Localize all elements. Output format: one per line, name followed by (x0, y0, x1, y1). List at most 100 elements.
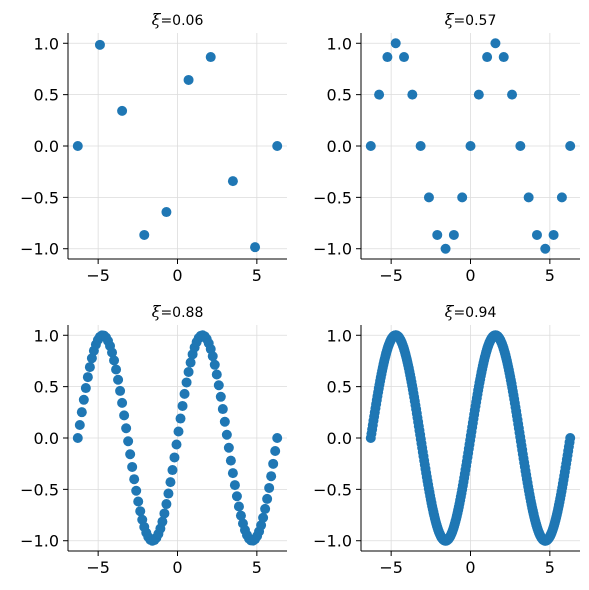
data-point (223, 442, 234, 453)
data-point (209, 359, 220, 370)
data-point (80, 383, 91, 394)
data-point (135, 506, 146, 517)
x-tick-label: 5 (252, 266, 262, 285)
y-tick-label: 0.0 (34, 137, 59, 156)
data-point (183, 366, 194, 377)
data-point (473, 89, 484, 100)
title-value: =0.57 (453, 13, 496, 29)
x-tick-label: 0 (172, 558, 182, 577)
data-point (181, 377, 192, 388)
panel-title: ξ=0.94 (445, 302, 497, 321)
data-point (109, 355, 120, 366)
data-point (129, 474, 140, 485)
data-point (213, 380, 224, 391)
data-point (94, 39, 105, 50)
data-point (262, 493, 273, 504)
y-tick-label: −0.5 (20, 188, 59, 207)
y-tick-label: −0.5 (20, 480, 59, 499)
data-point (205, 52, 216, 63)
data-point (423, 192, 434, 203)
data-point (131, 485, 142, 496)
title-symbol: ξ (445, 302, 455, 321)
data-point (374, 89, 385, 100)
data-point (177, 400, 188, 411)
data-point (482, 52, 493, 63)
scatter-points (365, 38, 576, 254)
data-point (457, 192, 468, 203)
panel-2: −5 0 5 1.0 0.5 0.0 −0.5 −1.0 ξ=0.57 (313, 10, 580, 285)
x-tick-label: −5 (86, 558, 110, 577)
panel-4: −5 0 5 1.0 0.5 0.0 −0.5 −1.0 ξ=0.94 (313, 302, 580, 577)
data-point (256, 520, 267, 531)
panel-title: ξ=0.57 (445, 10, 497, 29)
x-tick-label: −5 (379, 558, 403, 577)
data-point (175, 413, 186, 424)
x-tick-label: 0 (465, 266, 475, 285)
data-point (448, 229, 459, 240)
data-point (121, 423, 132, 434)
data-point (139, 229, 150, 240)
y-tick-label: 0.5 (34, 86, 59, 105)
y-tick-label: −0.5 (313, 188, 352, 207)
data-point (225, 455, 236, 466)
data-point (161, 499, 172, 510)
data-point (235, 510, 246, 521)
data-point (399, 52, 410, 63)
data-point (233, 501, 244, 512)
x-tick-label: 0 (172, 266, 182, 285)
data-point (556, 192, 567, 203)
data-point (161, 207, 172, 218)
data-point (227, 468, 238, 479)
scatter-points (72, 39, 283, 253)
x-tick-label: −5 (379, 266, 403, 285)
data-point (432, 229, 443, 240)
title-symbol: ξ (152, 302, 162, 321)
y-tick-label: 0.5 (34, 378, 59, 397)
data-point (173, 426, 184, 437)
data-point (498, 52, 509, 63)
data-point (167, 465, 178, 476)
data-point (72, 432, 83, 443)
data-point (272, 433, 283, 444)
data-point (272, 141, 283, 151)
data-point (229, 480, 240, 491)
data-point (169, 452, 180, 463)
title-value: =0.94 (453, 305, 496, 321)
data-point (165, 477, 176, 488)
panel-title: ξ=0.06 (152, 10, 204, 29)
y-tick-label: −1.0 (313, 240, 352, 259)
x-tick-label: 0 (465, 558, 475, 577)
data-point (382, 52, 393, 63)
data-point (119, 410, 130, 421)
data-point (390, 38, 401, 49)
data-point (250, 242, 261, 253)
y-tick-label: −1.0 (313, 532, 352, 551)
data-point (86, 353, 97, 364)
data-point (159, 508, 170, 519)
y-tick-label: 1.0 (327, 34, 352, 53)
scatter-points (365, 330, 576, 546)
data-point (183, 74, 194, 85)
y-tick-label: 0.0 (327, 137, 352, 156)
data-point (171, 439, 182, 450)
data-point (507, 89, 518, 100)
x-tick-label: 5 (252, 558, 262, 577)
data-point (115, 385, 126, 396)
data-point (258, 512, 269, 523)
data-point (84, 362, 95, 373)
data-point (78, 394, 89, 405)
data-point (260, 503, 271, 514)
data-point (365, 141, 376, 151)
data-point (440, 243, 451, 254)
data-point (72, 141, 83, 151)
data-point (217, 404, 228, 415)
data-point (74, 419, 85, 430)
y-tick-label: −0.5 (313, 480, 352, 499)
data-point (465, 141, 476, 151)
data-point (133, 496, 144, 507)
data-point (221, 429, 232, 440)
data-point (76, 407, 87, 418)
y-tick-label: 1.0 (34, 326, 59, 345)
data-point (111, 364, 122, 375)
